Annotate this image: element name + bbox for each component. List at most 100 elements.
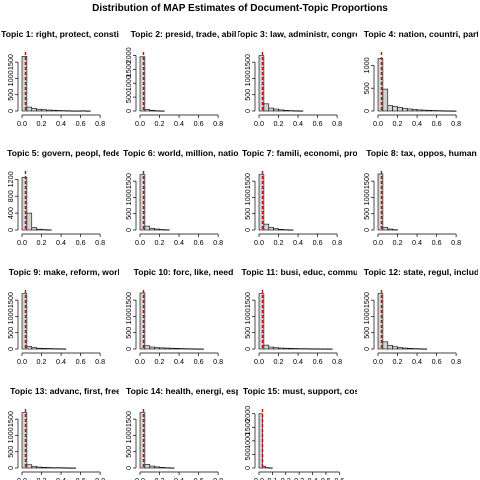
panel-8: Topic 8: tax, oppos, human 0.0 0.2 0.4 0.6 0.… (362, 148, 477, 247)
y-tick-label: 1500 (362, 173, 371, 189)
histogram-bar (144, 345, 151, 350)
histogram-bar (397, 347, 403, 350)
histogram-bar (262, 466, 266, 469)
y-tick-label: 1500 (6, 411, 15, 427)
histogram-bar (36, 466, 42, 469)
x-tick-label: 0.2 (274, 357, 284, 366)
x-tick-label: 0.4 (174, 476, 184, 480)
y-tick-label: 500 (243, 89, 252, 101)
histogram-bar (21, 176, 28, 231)
y-tick-label: 1500 (124, 292, 133, 308)
panel-title: Topic 2: presid, trade, abil (131, 29, 237, 39)
y-tick-label: 400 (6, 207, 15, 219)
panel-title: Topic 3: law, administr, congress (235, 29, 369, 39)
panel-title: Topic 14: health, energi, esp (126, 386, 241, 396)
y-tick-label: 1500 (6, 292, 15, 308)
histogram-bar (268, 107, 274, 112)
panel-14: Topic 14: health, energi, esp 0.0 0.2 0.4 0.… (124, 386, 241, 480)
x-tick-label: 0.2 (37, 357, 47, 366)
histogram-bar (139, 56, 146, 112)
x-tick-label: 0.0 (17, 476, 27, 480)
histogram-bar (144, 464, 151, 469)
y-tick-label: 0 (6, 466, 15, 470)
chart-title: Distribution of MAP Estimates of Documen… (92, 3, 388, 14)
y-tick-label: 1000 (243, 70, 252, 86)
y-tick-label: 500 (362, 208, 371, 220)
y-tick-label: 500 (362, 82, 371, 94)
histogram-bar (36, 228, 42, 231)
x-tick-label: 0.6 (194, 357, 204, 366)
y-tick-label: 0 (243, 347, 252, 351)
y-tick-label: 0 (124, 466, 133, 470)
panel-title: Topic 7: famili, economi, prog (242, 148, 363, 158)
y-tick-label: 1000 (6, 427, 15, 443)
x-tick-label: 0.0 (254, 238, 264, 247)
x-tick-label: 0.4 (412, 119, 422, 128)
panel-3: Topic 3: law, administr, congress 0.0 0.2 0… (235, 29, 369, 128)
histogram-bar (397, 107, 403, 112)
x-tick-label: 0.8 (213, 357, 223, 366)
y-tick-label: 1000 (6, 70, 15, 86)
x-tick-label: 0.8 (332, 357, 342, 366)
x-tick-label: 0.4 (56, 238, 66, 247)
histogram-bar (149, 346, 155, 350)
x-tick-label: 0.6 (432, 119, 442, 128)
x-tick-label: 0.0 (17, 238, 27, 247)
histogram-bar (168, 347, 175, 350)
x-tick-label: 0.8 (451, 238, 461, 247)
y-tick-label: 800 (6, 190, 15, 202)
x-tick-label: 0.8 (451, 357, 461, 366)
histogram-bar (268, 227, 274, 231)
histogram-bar (31, 108, 37, 112)
x-tick-label: 0.0 (254, 357, 264, 366)
histogram-bar (382, 227, 389, 231)
x-tick-label: 0.0 (135, 119, 145, 128)
x-tick-label: 0.6 (432, 238, 442, 247)
histogram-bar (377, 58, 384, 112)
y-tick-label: 1000 (362, 308, 371, 324)
y-tick-label: 500 (124, 208, 133, 220)
x-tick-label: 0.6 (76, 119, 86, 128)
histogram-bar (41, 109, 47, 112)
x-tick-label: 0.4 (293, 357, 303, 366)
y-tick-label: 500 (6, 327, 15, 339)
x-tick-label: 0.0 (135, 357, 145, 366)
panel-7: Topic 7: famili, economi, prog 0.0 0.2 0.4 0… (242, 148, 363, 247)
x-tick-label: 0.2 (393, 238, 403, 247)
histogram-bar (149, 465, 155, 469)
x-tick-label: 0.4 (174, 357, 184, 366)
x-tick-label: 0.6 (313, 357, 323, 366)
panel-2: Topic 2: presid, trade, abil 0.0 0.2 0.4 0.6… (124, 29, 236, 128)
x-tick-label: 0.4 (56, 357, 66, 366)
y-tick-label: 1000 (124, 427, 133, 443)
histogram-bar (21, 412, 28, 469)
histogram-bar (154, 228, 160, 231)
panel-12: Topic 12: state, regul, includ 0.0 0.2 0.4 0… (362, 267, 478, 366)
x-tick-label: 0.0 (373, 357, 383, 366)
y-tick-label: 1000 (124, 75, 133, 91)
x-tick-label: 0.6 (313, 119, 323, 128)
x-tick-label: 0.2 (393, 119, 403, 128)
y-tick-label: 1000 (124, 308, 133, 324)
x-tick-label: 0.0 (373, 119, 383, 128)
histogram-bar (139, 174, 146, 231)
y-tick-label: 500 (243, 448, 252, 460)
panel-title: Topic 4: nation, countri, part (364, 29, 480, 39)
histogram-bar (273, 347, 279, 350)
histogram-bar (36, 108, 42, 112)
y-tick-label: 0 (6, 109, 15, 113)
panel-title: Topic 15: must, support, cost (243, 386, 362, 396)
panel-title: Topic 11: busi, educ, commun (241, 267, 363, 277)
y-tick-label: 1000 (362, 57, 371, 73)
x-tick-label: 0.8 (95, 119, 105, 128)
x-tick-label: 0.6 (194, 238, 204, 247)
x-tick-label: 0.2 (37, 119, 47, 128)
x-tick-label: 0.2 (155, 476, 165, 480)
histogram-bar (287, 348, 294, 350)
panel-10: Topic 10: forc, like, need 0.0 0.2 0.4 0.6 0.… (124, 267, 233, 366)
y-tick-label: 1000 (243, 189, 252, 205)
x-tick-label: 0.4 (412, 357, 422, 366)
histogram-bar (26, 464, 33, 469)
x-tick-label: 0.4 (293, 238, 303, 247)
panel-1: Topic 1: right, protect, constitut 0.0 0.2… (1, 29, 119, 128)
